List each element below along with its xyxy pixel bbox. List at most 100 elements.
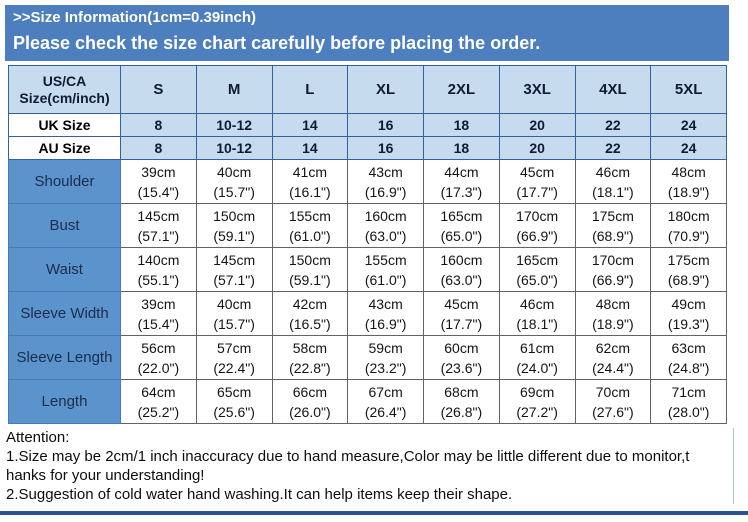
measurement-cell: 140cm (55.1") [120,247,197,292]
measurement-cell: 155cm (61.0") [271,203,349,248]
measurement-cell: 46cm (18.1") [574,159,652,204]
uk-size-cell: 24 [650,113,727,137]
measurement-cell: 160cm (63.0") [423,247,500,292]
au-size-cell: 18 [423,136,500,160]
measurement-cell: 68cm (26.8") [423,379,500,424]
table-row: Bust 145cm (57.1") 150cm (59.1") 155cm (… [8,203,727,248]
row-label-uk: UK Size [8,113,121,137]
measurement-cell: 43cm (16.9") [347,159,424,204]
attention-note-2: 2.Suggestion of cold water hand washing.… [6,486,513,503]
measurement-cell: 160cm (63.0") [347,203,424,248]
table-row: Shoulder 39cm (15.4") 40cm (15.7") 41cm … [8,159,727,204]
au-size-cell: 10-12 [195,136,273,160]
size-chart-table: US/CA Size(cm/inch) S M L XL 2XL 3XL 4XL… [8,65,727,424]
table-row: Sleeve Width 39cm (15.4") 40cm (15.7") 4… [8,291,727,336]
size-header-cell: 4XL [574,65,652,114]
measurement-cell: 40cm (15.7") [195,291,273,336]
measurement-cell: 56cm (22.0") [120,335,197,380]
measurement-cell: 45cm (17.7") [423,291,500,336]
measurement-cell: 62cm (24.4") [574,335,652,380]
size-header-cell: 5XL [650,65,727,114]
uk-size-cell: 10-12 [195,113,273,137]
measurement-cell: 64cm (25.2") [120,379,197,424]
measurement-label: Sleeve Length [8,335,121,380]
au-size-cell: 8 [120,136,197,160]
measurement-cell: 165cm (65.0") [498,247,576,292]
measurement-label: Bust [8,203,121,248]
measurement-label: Length [8,379,121,424]
measurement-cell: 155cm (61.0") [347,247,424,292]
measurement-cell: 70cm (27.6") [574,379,652,424]
au-size-cell: 20 [498,136,576,160]
uk-size-cell: 20 [498,113,576,137]
measurement-cell: 180cm (70.9") [650,203,727,248]
measurement-label: Sleeve Width [8,291,121,336]
measurement-cell: 42cm (16.5") [271,291,349,336]
attention-section: Attention: 1.Size may be 2cm/1 inch inac… [6,428,734,504]
measurement-cell: 150cm (59.1") [195,203,273,248]
measurement-cell: 57cm (22.4") [195,335,273,380]
measurement-cell: 58cm (22.8") [271,335,349,380]
table-row: Sleeve Length 56cm (22.0") 57cm (22.4") … [8,335,727,380]
au-size-cell: 16 [347,136,424,160]
measurement-cell: 39cm (15.4") [120,159,197,204]
row-label-au: AU Size [8,136,121,160]
measurement-cell: 145cm (57.1") [120,203,197,248]
measurement-cell: 49cm (19.3") [650,291,727,336]
measurement-cell: 165cm (65.0") [423,203,500,248]
measurement-cell: 65cm (25.6") [195,379,273,424]
size-header-cell: 3XL [498,65,576,114]
size-header-row: US/CA Size(cm/inch) S M L XL 2XL 3XL 4XL… [8,65,727,114]
measurement-cell: 61cm (24.0") [498,335,576,380]
size-header-cell: S [120,65,197,114]
measurement-label: Shoulder [8,159,121,204]
uk-size-cell: 8 [120,113,197,137]
measurement-cell: 46cm (18.1") [498,291,576,336]
size-header-cell: L [271,65,349,114]
measurement-cell: 175cm (68.9") [650,247,727,292]
attention-note-1: 1.Size may be 2cm/1 inch inaccuracy due … [6,448,690,465]
au-size-cell: 22 [574,136,652,160]
au-size-cell: 14 [271,136,349,160]
attention-title: Attention: [6,429,70,446]
measurement-cell: 145cm (57.1") [195,247,273,292]
measurement-cell: 69cm (27.2") [498,379,576,424]
measurement-cell: 170cm (66.9") [498,203,576,248]
size-header-cell: 2XL [423,65,500,114]
measurement-cell: 150cm (59.1") [271,247,349,292]
au-size-row: AU Size 8 10-12 14 16 18 20 22 24 [8,136,727,160]
measurement-cell: 59cm (23.2") [347,335,424,380]
size-header-cell: M [195,65,273,114]
measurement-cell: 41cm (16.1") [271,159,349,204]
measurement-cell: 48cm (18.9") [574,291,652,336]
bottom-border-line [0,511,748,515]
measurement-cell: 45cm (17.7") [498,159,576,204]
uk-size-cell: 16 [347,113,424,137]
measurement-cell: 63cm (24.8") [650,335,727,380]
measurement-cell: 40cm (15.7") [195,159,273,204]
table-row: Waist 140cm (55.1") 145cm (57.1") 150cm … [8,247,727,292]
table-row: Length 64cm (25.2") 65cm (25.6") 66cm (2… [8,379,727,424]
size-header-cell: XL [347,65,424,114]
corner-header-cell: US/CA Size(cm/inch) [8,65,121,114]
measurement-cell: 44cm (17.3") [423,159,500,204]
attention-note-1-wrap: hanks for your understanding! [6,467,205,484]
measurement-cell: 170cm (66.9") [574,247,652,292]
uk-size-cell: 18 [423,113,500,137]
size-chart-notice: Please check the size chart carefully be… [13,33,541,53]
size-info-title: >>Size Information(1cm=0.39inch) [13,9,256,26]
measurement-cell: 48cm (18.9") [650,159,727,204]
measurement-cell: 67cm (26.4") [347,379,424,424]
uk-size-row: UK Size 8 10-12 14 16 18 20 22 24 [8,113,727,137]
measurement-cell: 43cm (16.9") [347,291,424,336]
uk-size-cell: 22 [574,113,652,137]
uk-size-cell: 14 [271,113,349,137]
measurement-label: Waist [8,247,121,292]
measurement-cell: 60cm (23.6") [423,335,500,380]
measurement-cell: 71cm (28.0") [650,379,727,424]
size-info-banner: >>Size Information(1cm=0.39inch) Please … [5,5,729,61]
au-size-cell: 24 [650,136,727,160]
measurement-cell: 66cm (26.0") [271,379,349,424]
measurement-cell: 39cm (15.4") [120,291,197,336]
measurement-cell: 175cm (68.9") [574,203,652,248]
